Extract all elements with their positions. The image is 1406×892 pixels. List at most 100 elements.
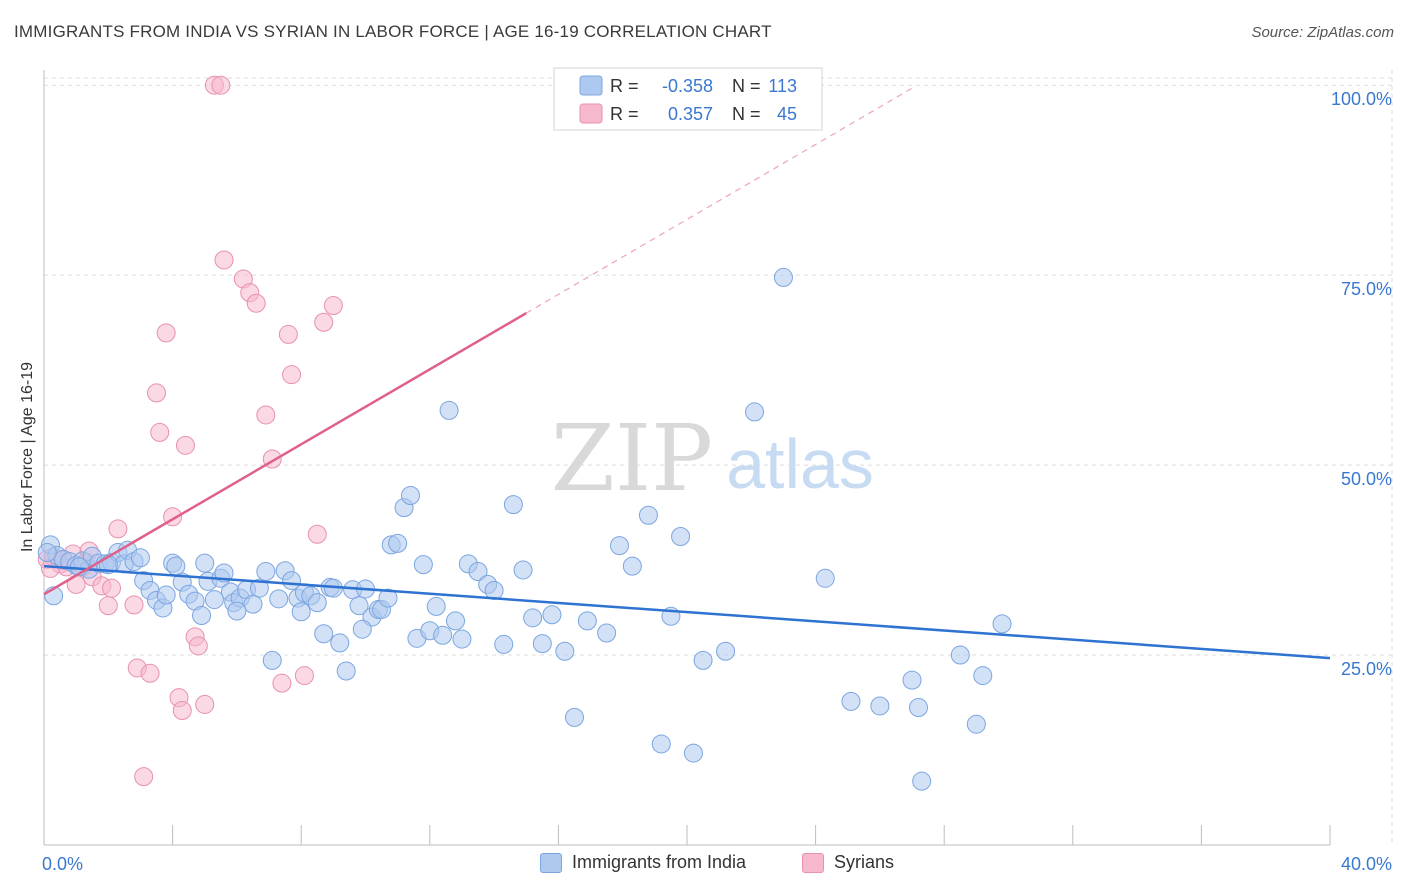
syrians-point <box>188 636 208 656</box>
correlation-legend: R = -0.358 N = 113 R = 0.357 N = 45 <box>553 67 823 131</box>
india-point <box>269 589 289 609</box>
india-points <box>37 267 1012 791</box>
watermark-atlas: atlas <box>726 425 874 503</box>
y-tick-label: 100.0% <box>1331 89 1392 109</box>
y-tick-label: 50.0% <box>1341 469 1392 489</box>
india-point <box>577 611 597 631</box>
india-point <box>908 697 928 717</box>
india-point <box>156 585 176 605</box>
india-point <box>773 267 793 287</box>
syrians-point <box>98 596 118 616</box>
india-point <box>243 594 263 614</box>
syrians-trendline <box>43 312 527 596</box>
syrians-point <box>102 578 122 598</box>
india-point <box>815 568 835 588</box>
syrians-point <box>282 365 302 385</box>
india-point <box>227 601 247 621</box>
x-tick-label: 40.0% <box>1341 854 1392 874</box>
syrians-point <box>195 694 215 714</box>
india-point <box>966 714 986 734</box>
india-point <box>439 400 459 420</box>
india-point <box>841 691 861 711</box>
india-point <box>912 771 932 791</box>
india-point <box>314 624 334 644</box>
india-point <box>745 402 765 422</box>
india-trendline <box>43 564 1331 660</box>
y-tick-label: 75.0% <box>1341 279 1392 299</box>
india-point <box>452 629 472 649</box>
india-point <box>330 633 350 653</box>
india-point <box>992 614 1012 634</box>
india-point <box>716 641 736 661</box>
india-point <box>671 527 691 547</box>
india-point <box>555 641 575 661</box>
syrians-point <box>323 296 343 316</box>
watermark-zip: ZIP <box>551 405 713 512</box>
india-point <box>433 625 453 645</box>
india-point <box>494 634 514 654</box>
legend-item-india[interactable]: Immigrants from India <box>540 852 746 873</box>
legend-r-label-pink: R = <box>610 104 639 124</box>
x-tick-label: 0.0% <box>42 854 83 874</box>
india-point <box>609 536 629 556</box>
syrians-point <box>214 250 234 270</box>
india-point <box>130 548 150 568</box>
legend-swatch-pink <box>579 103 603 124</box>
legend-r-value-pink: 0.357 <box>668 104 713 124</box>
syrians-point <box>175 435 195 455</box>
india-point <box>413 555 433 575</box>
legend-r-label-blue: R = <box>610 76 639 96</box>
syrians-point <box>294 666 314 686</box>
india-point <box>446 611 466 631</box>
legend-swatch-india <box>540 852 562 873</box>
gridlines <box>44 70 1393 845</box>
legend-label-india: Immigrants from India <box>572 852 747 872</box>
india-point <box>973 666 993 686</box>
tick-labels: 25.0% 50.0% 75.0% 100.0% 0.0% 40.0% <box>42 89 1392 874</box>
watermark: ZIP atlas <box>551 405 874 512</box>
india-point <box>638 505 658 525</box>
legend-n-value-blue: 113 <box>768 76 797 96</box>
india-point <box>249 578 269 598</box>
syrians-point <box>272 673 292 693</box>
legend-n-label-pink: N = <box>732 104 761 124</box>
india-point <box>378 588 398 608</box>
axes <box>43 70 1331 846</box>
india-point <box>622 556 642 576</box>
syrians-point <box>147 383 167 403</box>
india-point <box>307 593 327 613</box>
india-point <box>349 596 369 616</box>
syrians-points <box>37 75 343 787</box>
india-point <box>468 561 488 581</box>
india-point <box>542 605 562 625</box>
india-point <box>256 561 276 581</box>
india-point <box>597 623 617 643</box>
syrians-trendline-extension <box>525 87 913 314</box>
india-point <box>523 608 543 628</box>
legend-swatch-blue <box>579 75 603 96</box>
legend-item-syrians[interactable]: Syrians <box>802 852 894 873</box>
syrians-point <box>211 75 231 95</box>
syrians-point <box>150 422 170 442</box>
india-point <box>693 650 713 670</box>
india-point <box>195 553 215 573</box>
india-point <box>388 533 408 553</box>
syrians-point <box>314 312 334 332</box>
india-point <box>37 542 57 562</box>
india-point <box>870 696 890 716</box>
syrians-point <box>134 767 154 787</box>
legend-n-label-blue: N = <box>732 76 761 96</box>
syrians-point <box>172 701 192 721</box>
india-point <box>564 707 584 727</box>
india-point <box>902 670 922 690</box>
india-point <box>950 645 970 665</box>
syrians-point <box>108 519 128 539</box>
india-point <box>291 602 311 622</box>
india-point <box>532 634 552 654</box>
india-point <box>513 560 533 580</box>
india-point <box>426 596 446 616</box>
legend-n-value-pink: 45 <box>777 104 797 124</box>
india-point <box>401 485 421 505</box>
india-point <box>192 606 212 626</box>
